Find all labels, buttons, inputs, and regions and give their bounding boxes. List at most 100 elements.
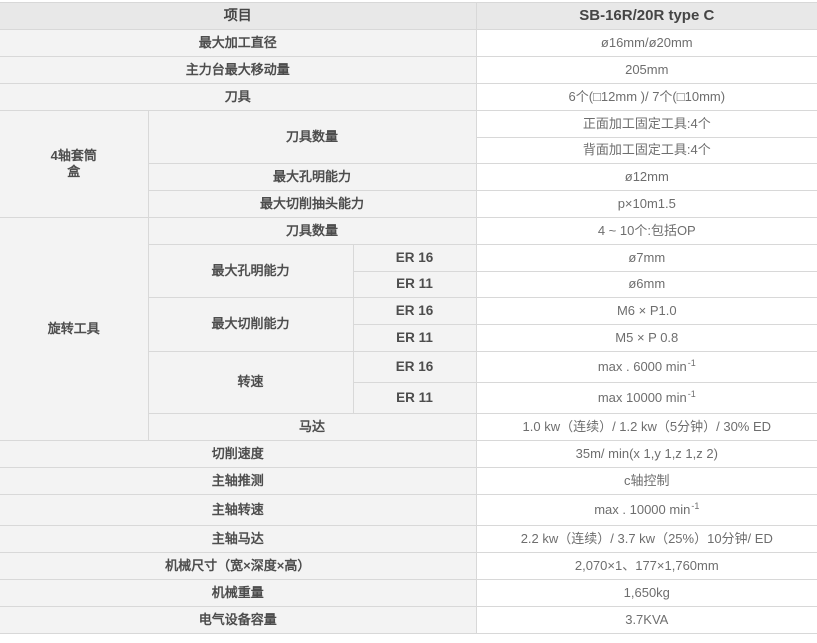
spec-label-cell: 主力台最大移动量 <box>0 56 477 84</box>
table-row: 机械重量 1,650kg <box>0 579 817 607</box>
spec-value-cell: 4 ~ 10个:包括OP <box>475 217 817 245</box>
table-row: ER 11 M5 × P 0.8 <box>0 324 817 352</box>
cell-text: 转速 <box>237 374 264 390</box>
cell-text: 最大加工直径 <box>198 34 277 50</box>
table-row: 主轴马达 2.2 kw（连续）/ 3.7 kw（25%）10分钟/ ED <box>0 525 817 553</box>
column-header-model: SB-16R/20R type C <box>475 2 817 30</box>
spec-label-cell: 机械重量 <box>0 579 477 607</box>
table-row: 旋转工具 刀具数量 4 ~ 10个:包括OP <box>0 217 817 441</box>
cell-text: 3.7KVA <box>625 611 669 627</box>
spec-label-cell: 切削速度 <box>0 440 477 468</box>
cell-text: 2,070×1、177×1,760mm <box>574 557 719 573</box>
spec-label-cell: 刀具数量 <box>147 217 477 245</box>
spec-value-cell: c轴控制 <box>475 467 817 495</box>
spec-value-cell: 1.0 kw（连续）/ 1.2 kw（5分钟）/ 30% ED <box>475 413 817 441</box>
spec-label-cell: 马达 <box>147 413 477 441</box>
spec-label-cell: 主轴转速 <box>0 494 477 526</box>
spec-value-cell: 正面加工固定工具:4个 <box>475 110 817 138</box>
cell-text: 机械尺寸（宽×深度×高） <box>165 557 311 573</box>
spec-value-cell: ø6mm <box>475 271 817 298</box>
er-size-cell: ER 11 <box>352 271 477 298</box>
spec-label-cell: 最大加工直径 <box>0 29 477 57</box>
cell-text: ø16mm/ø20mm <box>600 34 693 50</box>
cell-text: 最大切削能力 <box>211 316 290 332</box>
table-row: 转速 ER 16 max . 6000 min-1 <box>0 351 817 414</box>
spec-value-cell: max . 10000 min-1 <box>475 494 817 526</box>
cell-text: 1.0 kw（连续）/ 1.2 kw（5分钟）/ 30% ED <box>522 418 772 434</box>
cell-text: 刀具 <box>224 88 251 104</box>
table-row: 背面加工固定工具:4个 <box>0 137 817 164</box>
cell-text: 6个(□12mm )/ 7个(□10mm) <box>568 88 726 104</box>
spec-label-cell: 刀具数量 <box>147 110 477 164</box>
cell-text: 主轴推测 <box>211 472 264 488</box>
superscript-text: -1 <box>691 500 700 511</box>
cell-text: 刀具数量 <box>286 128 339 144</box>
cell-text: 主力台最大移动量 <box>185 61 290 77</box>
cell-text: ER 11 <box>396 329 433 345</box>
er-size-cell: ER 11 <box>352 324 477 352</box>
cell-text: 背面加工固定工具:4个 <box>582 142 711 158</box>
spec-value-cell: 1,650kg <box>475 579 817 607</box>
cell-text: 马达 <box>299 418 326 434</box>
spec-label-cell: 主轴推测 <box>0 467 477 495</box>
er-size-cell: ER 16 <box>352 244 477 272</box>
spec-label-cell: 机械尺寸（宽×深度×高） <box>0 552 477 580</box>
cell-text: M6 × P1.0 <box>616 302 677 318</box>
cell-text: 主轴马达 <box>211 530 264 546</box>
table-row: 最大孔明能力 ER 16 ø7mm <box>0 244 817 298</box>
cell-text: max . 10000 min <box>594 501 691 517</box>
table-row: 机械尺寸（宽×深度×高） 2,070×1、177×1,760mm <box>0 552 817 580</box>
cell-text: 正面加工固定工具:4个 <box>582 115 711 131</box>
spec-label-cell: 转速 <box>147 351 354 414</box>
spec-label-cell: 刀具 <box>0 83 477 111</box>
cell-text: ø6mm <box>628 276 666 292</box>
table-row: 主轴转速 max . 10000 min-1 <box>0 494 817 526</box>
cell-text: ER 11 <box>396 276 433 292</box>
table-row: ER 11 max 10000 min-1 <box>0 382 817 414</box>
spec-value-cell: 6个(□12mm )/ 7个(□10mm) <box>475 83 817 111</box>
cell-text: M5 × P 0.8 <box>615 329 679 345</box>
spec-value-cell: max 10000 min-1 <box>475 382 817 414</box>
cell-text: 项目 <box>223 7 252 24</box>
spec-label-cell: 最大切削能力 <box>147 297 354 352</box>
superscript-text: -1 <box>687 388 696 399</box>
cell-text: 机械重量 <box>211 584 264 600</box>
superscript-text: -1 <box>687 357 696 368</box>
spec-value-cell: 2,070×1、177×1,760mm <box>475 552 817 580</box>
column-header-item: 项目 <box>0 2 477 30</box>
spec-value-cell: 3.7KVA <box>475 606 817 634</box>
spec-value-cell: M5 × P 0.8 <box>475 324 817 352</box>
spec-value-cell: 205mm <box>475 56 817 84</box>
spec-value-cell: p×10m1.5 <box>475 190 817 218</box>
cell-text: 旋转工具 <box>47 320 100 336</box>
cell-text: p×10m1.5 <box>617 195 676 211</box>
spec-value-cell: M6 × P1.0 <box>475 297 817 325</box>
table-row: 最大加工直径 ø16mm/ø20mm <box>0 29 817 57</box>
cell-text: ER 16 <box>395 358 434 374</box>
cell-text: max . 6000 min <box>597 358 687 374</box>
cell-text: 刀具数量 <box>286 222 339 238</box>
spec-value-cell: max . 6000 min-1 <box>475 351 817 383</box>
cell-text: max 10000 min <box>597 389 687 405</box>
spec-group-cell: 4轴套筒 盒 <box>0 110 149 218</box>
cell-text: 主轴转速 <box>211 501 264 517</box>
cell-text: c轴控制 <box>624 472 670 488</box>
er-size-cell: ER 11 <box>352 382 477 414</box>
cell-text: 2.2 kw（连续）/ 3.7 kw（25%）10分钟/ ED <box>520 530 773 546</box>
cell-text: ø7mm <box>628 249 666 265</box>
cell-text: SB-16R/20R type C <box>579 6 715 24</box>
spec-label-cell: 最大切削抽头能力 <box>147 190 477 218</box>
cell-text: ø12mm <box>624 168 669 184</box>
table-row: 切削速度 35m/ min(x 1,y 1,z 1,z 2) <box>0 440 817 468</box>
cell-text: 最大孔明能力 <box>211 262 290 278</box>
cell-text: ER 16 <box>395 302 434 318</box>
spec-value-cell: ø7mm <box>475 244 817 272</box>
spec-value-cell: ø12mm <box>475 163 817 191</box>
spec-label-cell: 最大孔明能力 <box>147 163 477 191</box>
cell-text: 最大孔明能力 <box>273 168 352 184</box>
cell-text: 4轴套筒 盒 <box>50 147 97 179</box>
table-row: 刀具 6个(□12mm )/ 7个(□10mm) <box>0 83 817 111</box>
table-row: 马达 1.0 kw（连续）/ 1.2 kw（5分钟）/ 30% ED <box>0 413 817 441</box>
